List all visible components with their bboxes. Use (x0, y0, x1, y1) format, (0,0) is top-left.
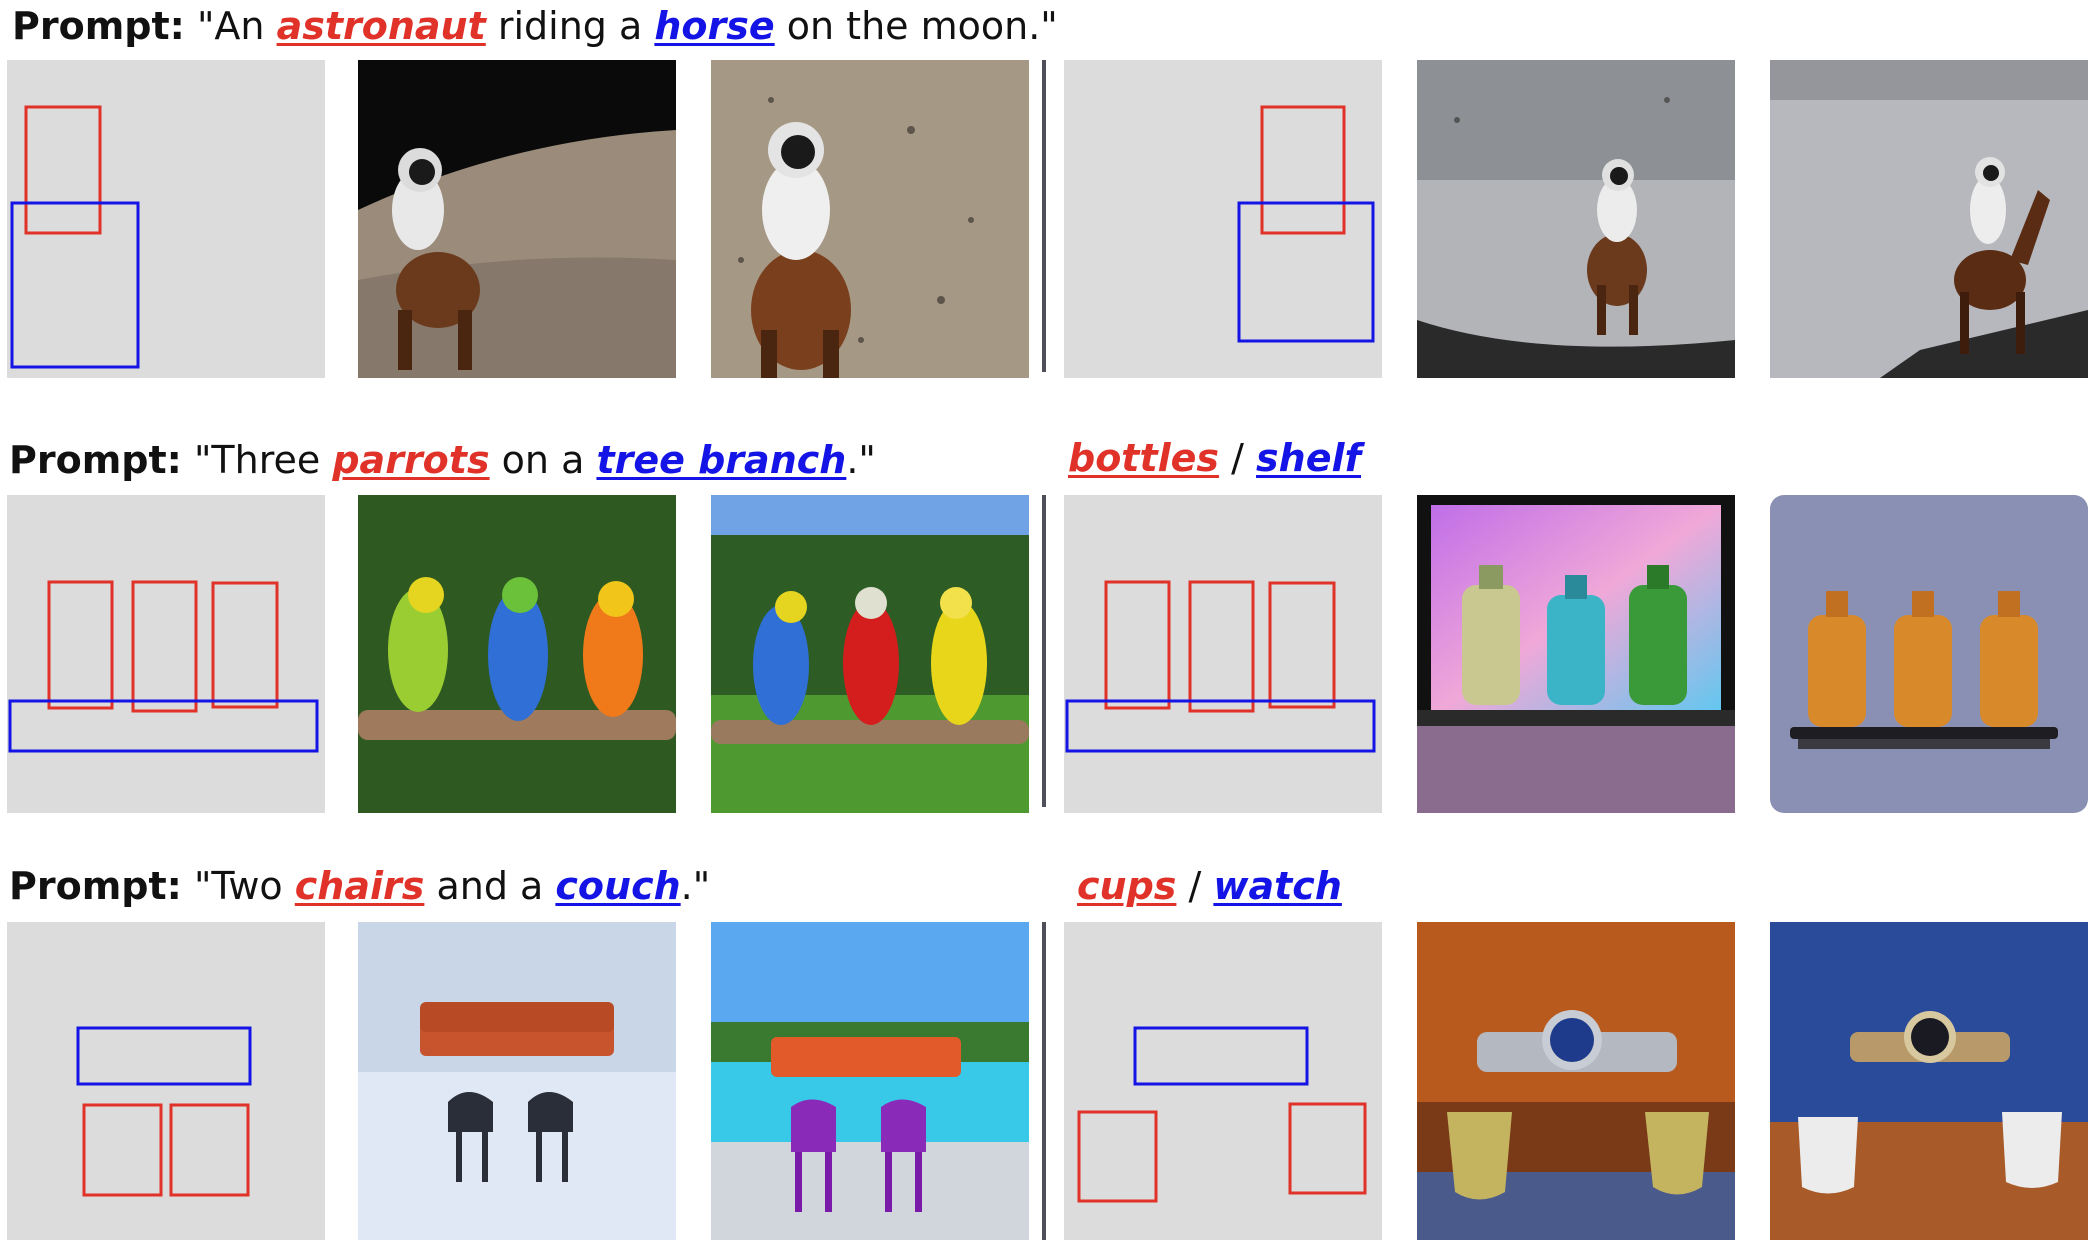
layout-panel (1064, 495, 1382, 813)
box-chair-2 (169, 1103, 250, 1197)
prompt-text-middle: riding a (485, 4, 655, 48)
box-tree-branch (8, 699, 319, 753)
box-couch (76, 1026, 252, 1086)
layout-panel (1064, 60, 1382, 378)
generated-image-astronaut-horse-4 (1770, 60, 2088, 378)
box-parrot-1 (47, 580, 114, 710)
prompt-object-red: astronaut (276, 4, 486, 48)
prompt-text-start: "Two (193, 864, 295, 908)
layout-panel (1064, 922, 1382, 1240)
row1-prompt: Prompt: "An astronaut riding a horse on … (12, 2, 1058, 50)
alt-object-red: bottles (1068, 436, 1220, 480)
generated-image-parrots-2 (711, 495, 1029, 813)
generated-image-astronaut-horse-3 (1417, 60, 1735, 378)
prompt-text-end: ." (680, 864, 711, 908)
prompt-label: Prompt: (9, 438, 182, 482)
prompt-object-red: parrots (332, 438, 490, 482)
row3-prompt: Prompt: "Two chairs and a couch." (9, 862, 710, 910)
prompt-object-red: chairs (294, 864, 425, 908)
generated-image-cups-watch-2 (1770, 922, 2088, 1240)
layout-panel (7, 922, 325, 1240)
box-astronaut (1260, 105, 1346, 235)
prompt-text-middle: on a (489, 438, 597, 482)
generated-image-bottles-1 (1417, 495, 1735, 813)
prompt-text-end: on the moon." (774, 4, 1058, 48)
row2-alt-objects: bottles / shelf (1068, 434, 1361, 482)
prompt-text-end: ." (846, 438, 876, 482)
generated-image-chairs-couch-1 (358, 922, 676, 1240)
box-bottle-1 (1104, 580, 1171, 710)
alt-object-blue: shelf (1256, 436, 1362, 480)
prompt-label: Prompt: (12, 4, 185, 48)
generated-image-astronaut-horse-1 (358, 60, 676, 378)
box-parrot-2 (131, 580, 198, 713)
layout-panel (7, 60, 325, 378)
box-watch (1133, 1026, 1309, 1086)
box-parrot-3 (211, 581, 279, 709)
prompt-object-blue: horse (654, 4, 775, 48)
prompt-object-blue: couch (555, 864, 681, 908)
prompt-object-blue: tree branch (596, 438, 847, 482)
prompt-text-start: "Three (193, 438, 333, 482)
alt-separator: / (1219, 436, 1257, 480)
box-bottle-2 (1188, 580, 1255, 713)
generated-image-parrots-1 (358, 495, 676, 813)
generated-image-astronaut-horse-2 (711, 60, 1029, 378)
layout-panel (7, 495, 325, 813)
alt-separator: / (1176, 864, 1214, 908)
generated-image-bottles-2 (1770, 495, 2088, 813)
prompt-text-start: "An (196, 4, 277, 48)
divider (1042, 60, 1046, 372)
prompt-text-middle: and a (424, 864, 556, 908)
box-horse (10, 201, 140, 369)
box-shelf (1065, 699, 1376, 753)
box-astronaut (24, 105, 102, 235)
alt-object-blue: watch (1213, 864, 1342, 908)
box-horse (1237, 201, 1375, 343)
row2-prompt: Prompt: "Three parrots on a tree branch.… (9, 436, 876, 484)
divider (1042, 922, 1046, 1240)
generated-image-chairs-couch-2 (711, 922, 1029, 1240)
generated-image-cups-watch-1 (1417, 922, 1735, 1240)
box-chair-1 (82, 1103, 163, 1197)
alt-object-red: cups (1077, 864, 1177, 908)
box-cup-2 (1288, 1102, 1367, 1195)
box-bottle-3 (1268, 581, 1336, 709)
box-cup-1 (1077, 1110, 1158, 1203)
row3-alt-objects: cups / watch (1077, 862, 1342, 910)
divider (1042, 495, 1046, 807)
prompt-label: Prompt: (9, 864, 182, 908)
